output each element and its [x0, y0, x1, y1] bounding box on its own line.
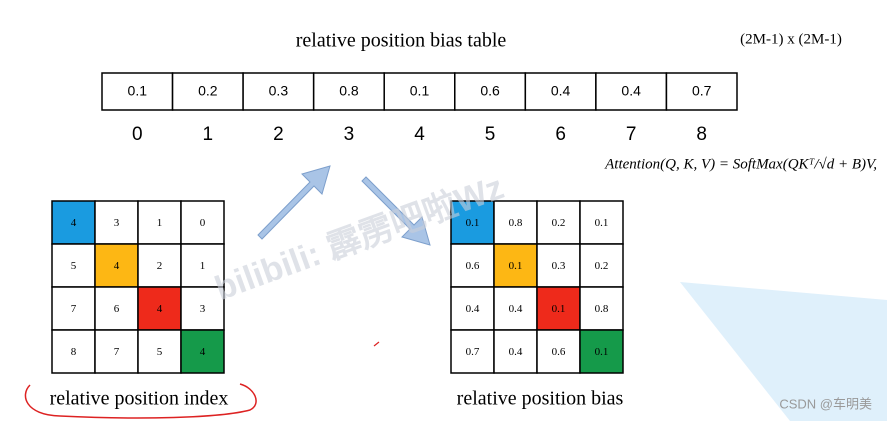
table-index: 6 [555, 124, 566, 145]
grid-cell [180, 286, 225, 331]
grid-value: 0.6 [552, 346, 566, 358]
table-cell [171, 72, 244, 111]
grid-value: 0.2 [552, 217, 566, 229]
grid-cell [51, 243, 96, 288]
table-cell [665, 72, 738, 111]
circle-mark [24, 383, 257, 419]
table-cell [524, 72, 597, 111]
grid-cell [536, 243, 581, 288]
grid-value: 2 [157, 260, 163, 272]
table-index: 5 [485, 124, 496, 145]
table-value: 0.1 [410, 83, 430, 99]
table-index: 7 [626, 124, 637, 145]
grid-cell [579, 200, 624, 245]
credit: CSDN @车明美 [779, 396, 872, 411]
grid-value: 0.1 [466, 217, 480, 229]
table-index: 1 [203, 124, 214, 145]
grid-cell [180, 200, 225, 245]
formula: Attention(Q, K, V) = SoftMax(QKᵀ/√d + B)… [604, 156, 877, 172]
grid-value: 0.2 [595, 260, 609, 272]
grid-value: 0.4 [509, 346, 523, 358]
grid-value: 0.1 [552, 303, 566, 315]
grid-cell [450, 200, 495, 245]
grid-value: 0.8 [509, 217, 523, 229]
grid-cell [536, 329, 581, 374]
grid-value: 0.1 [595, 217, 609, 229]
table-value: 0.3 [269, 83, 289, 99]
grid-value: 6 [114, 303, 120, 315]
grid-value: 0.1 [509, 260, 523, 272]
grid-cell [137, 243, 182, 288]
grid-value: 7 [71, 303, 77, 315]
table-value: 0.1 [128, 83, 148, 99]
table-value: 0.6 [480, 83, 500, 99]
table-index: 8 [696, 124, 707, 145]
grid-cell [94, 329, 139, 374]
decor-triangle [680, 282, 887, 421]
grid-cell [493, 329, 538, 374]
table-index: 2 [273, 124, 284, 145]
grid-value: 0 [200, 217, 206, 229]
grid-cell [579, 243, 624, 288]
grid-value: 0.4 [509, 303, 523, 315]
table-value: 0.2 [198, 83, 218, 99]
index-label: relative position index [50, 388, 229, 410]
table-cell [383, 72, 456, 111]
title: relative position bias table [296, 30, 507, 52]
grid-value: 4 [114, 260, 120, 272]
grid-value: 3 [114, 217, 120, 229]
table-value: 0.7 [692, 83, 712, 99]
grid-value: 4 [71, 217, 77, 229]
table-index: 4 [414, 124, 425, 145]
table-value: 0.4 [621, 83, 641, 99]
grid-value: 0.3 [552, 260, 566, 272]
grid-value: 5 [157, 346, 163, 358]
table-value: 0.8 [339, 83, 359, 99]
bias-label: relative position bias [457, 388, 624, 410]
grid-value: 3 [200, 303, 206, 315]
grid-cell [180, 243, 225, 288]
grid-value: 1 [200, 260, 206, 272]
grid-cell [137, 286, 182, 331]
grid-cell [579, 329, 624, 374]
grid-value: 4 [200, 346, 206, 358]
grid-cell [493, 286, 538, 331]
table-index: 3 [344, 124, 355, 145]
grid-value: 0.8 [595, 303, 609, 315]
size-note: (2M-1) x (2M-1) [740, 31, 842, 47]
grid-value: 0.6 [466, 260, 480, 272]
scribble [373, 341, 380, 347]
grid-cell [180, 329, 225, 374]
table-cell [595, 72, 668, 111]
grid-value: 1 [157, 217, 163, 229]
grid-value: 8 [71, 346, 77, 358]
grid-cell [51, 329, 96, 374]
table-index: 0 [132, 124, 143, 145]
arrows [257, 165, 431, 246]
grid-cell [493, 200, 538, 245]
grid-cell [450, 329, 495, 374]
grid-value: 5 [71, 260, 77, 272]
table-cell [242, 72, 315, 111]
grid-cell [94, 286, 139, 331]
grid-value: 0.1 [595, 346, 609, 358]
table-cell [454, 72, 527, 111]
grid-value: 0.7 [466, 346, 480, 358]
grid-value: 4 [157, 303, 163, 315]
grid-value: 7 [114, 346, 120, 358]
grid-value: 0.4 [466, 303, 480, 315]
table-value: 0.4 [551, 83, 571, 99]
